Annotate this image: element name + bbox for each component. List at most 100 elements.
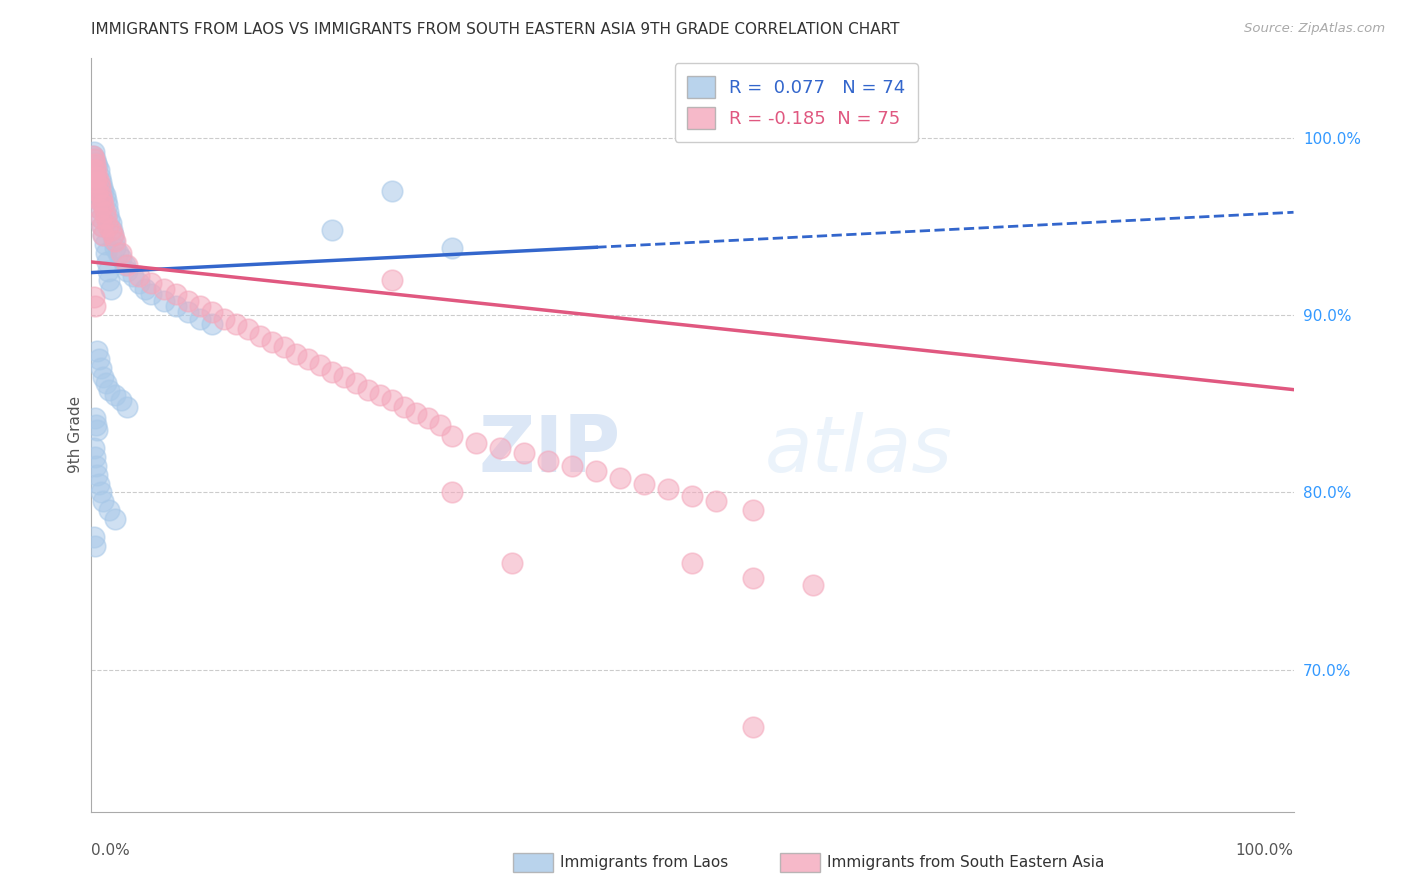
Point: [91, 180, 114, 194]
Point: [84, 175, 107, 189]
Point: [83, 162, 105, 177]
Point: [501, 557, 523, 571]
Point: [201, 304, 224, 318]
Text: atlas: atlas: [765, 412, 952, 488]
Point: [104, 512, 127, 526]
Point: [100, 281, 122, 295]
Point: [93, 370, 115, 384]
Point: [94, 246, 117, 260]
Point: [93, 228, 115, 243]
Text: 100.0%: 100.0%: [1236, 843, 1294, 858]
Point: [94, 376, 117, 390]
Point: [381, 393, 404, 408]
Point: [97, 219, 120, 234]
Point: [82, 148, 104, 162]
Point: [101, 228, 124, 243]
Point: [333, 370, 356, 384]
Point: [165, 299, 187, 313]
Point: [100, 223, 122, 237]
Point: [633, 476, 655, 491]
Point: [537, 453, 560, 467]
Point: [741, 720, 763, 734]
Point: [392, 401, 415, 415]
Text: Source: ZipAtlas.com: Source: ZipAtlas.com: [1244, 22, 1385, 36]
Point: [513, 446, 536, 460]
Point: [84, 418, 107, 433]
Point: [110, 252, 132, 266]
Point: [87, 175, 110, 189]
Point: [86, 184, 108, 198]
Point: [284, 347, 307, 361]
Point: [212, 311, 235, 326]
Point: [98, 383, 121, 397]
Point: [308, 358, 330, 372]
Point: [84, 458, 107, 473]
Point: [188, 311, 211, 326]
Point: [86, 159, 108, 173]
Point: [114, 259, 136, 273]
Point: [225, 317, 247, 331]
Point: [83, 152, 105, 166]
Point: [90, 361, 112, 376]
Point: [90, 211, 112, 225]
Point: [357, 383, 380, 397]
Point: [98, 273, 121, 287]
Point: [87, 352, 110, 367]
Point: [465, 435, 488, 450]
Point: [84, 169, 107, 184]
Point: [93, 237, 115, 252]
Point: [368, 388, 391, 402]
Point: [128, 269, 150, 284]
Point: [201, 317, 224, 331]
Point: [87, 193, 110, 207]
Point: [86, 424, 108, 438]
Point: [236, 322, 259, 336]
Text: Immigrants from South Eastern Asia: Immigrants from South Eastern Asia: [827, 855, 1104, 870]
Y-axis label: 9th Grade: 9th Grade: [67, 396, 83, 474]
Point: [152, 281, 174, 295]
Point: [87, 476, 110, 491]
Point: [96, 255, 118, 269]
Point: [104, 241, 127, 255]
Point: [96, 198, 118, 212]
Point: [86, 467, 108, 482]
Point: [89, 202, 111, 216]
Point: [84, 299, 107, 313]
Point: [84, 155, 107, 169]
Point: [98, 211, 121, 225]
Point: [176, 293, 198, 308]
Point: [249, 329, 271, 343]
Point: [104, 388, 127, 402]
Point: [561, 458, 583, 473]
Point: [188, 299, 211, 313]
Point: [110, 246, 132, 260]
Point: [104, 234, 127, 248]
Point: [86, 169, 108, 184]
Point: [93, 184, 115, 198]
Point: [128, 277, 150, 291]
Point: [101, 223, 124, 237]
Point: [83, 441, 105, 455]
Point: [97, 264, 120, 278]
Point: [416, 411, 439, 425]
Legend: R =  0.077   N = 74, R = -0.185  N = 75: R = 0.077 N = 74, R = -0.185 N = 75: [675, 63, 918, 142]
Point: [100, 216, 122, 230]
Point: [82, 148, 104, 162]
Text: 0.0%: 0.0%: [91, 843, 131, 858]
Point: [609, 471, 631, 485]
Point: [165, 286, 187, 301]
Point: [90, 175, 112, 189]
Point: [93, 187, 115, 202]
Point: [741, 571, 763, 585]
Point: [83, 145, 105, 159]
Point: [98, 503, 121, 517]
Text: ZIP: ZIP: [478, 412, 620, 488]
Point: [87, 193, 110, 207]
Point: [93, 205, 115, 219]
Point: [489, 441, 512, 455]
Point: [84, 450, 107, 464]
Point: [90, 187, 112, 202]
Point: [741, 503, 763, 517]
Point: [93, 228, 115, 243]
Text: Immigrants from Laos: Immigrants from Laos: [560, 855, 728, 870]
